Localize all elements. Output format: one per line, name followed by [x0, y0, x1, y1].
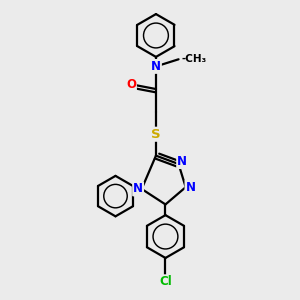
Text: -CH₃: -CH₃	[182, 54, 207, 64]
Text: O: O	[126, 78, 136, 91]
Text: S: S	[151, 128, 161, 141]
Text: N: N	[177, 155, 187, 168]
Text: Cl: Cl	[159, 275, 172, 288]
Text: N: N	[185, 181, 195, 194]
Text: N: N	[133, 182, 143, 196]
Text: N: N	[151, 60, 161, 73]
